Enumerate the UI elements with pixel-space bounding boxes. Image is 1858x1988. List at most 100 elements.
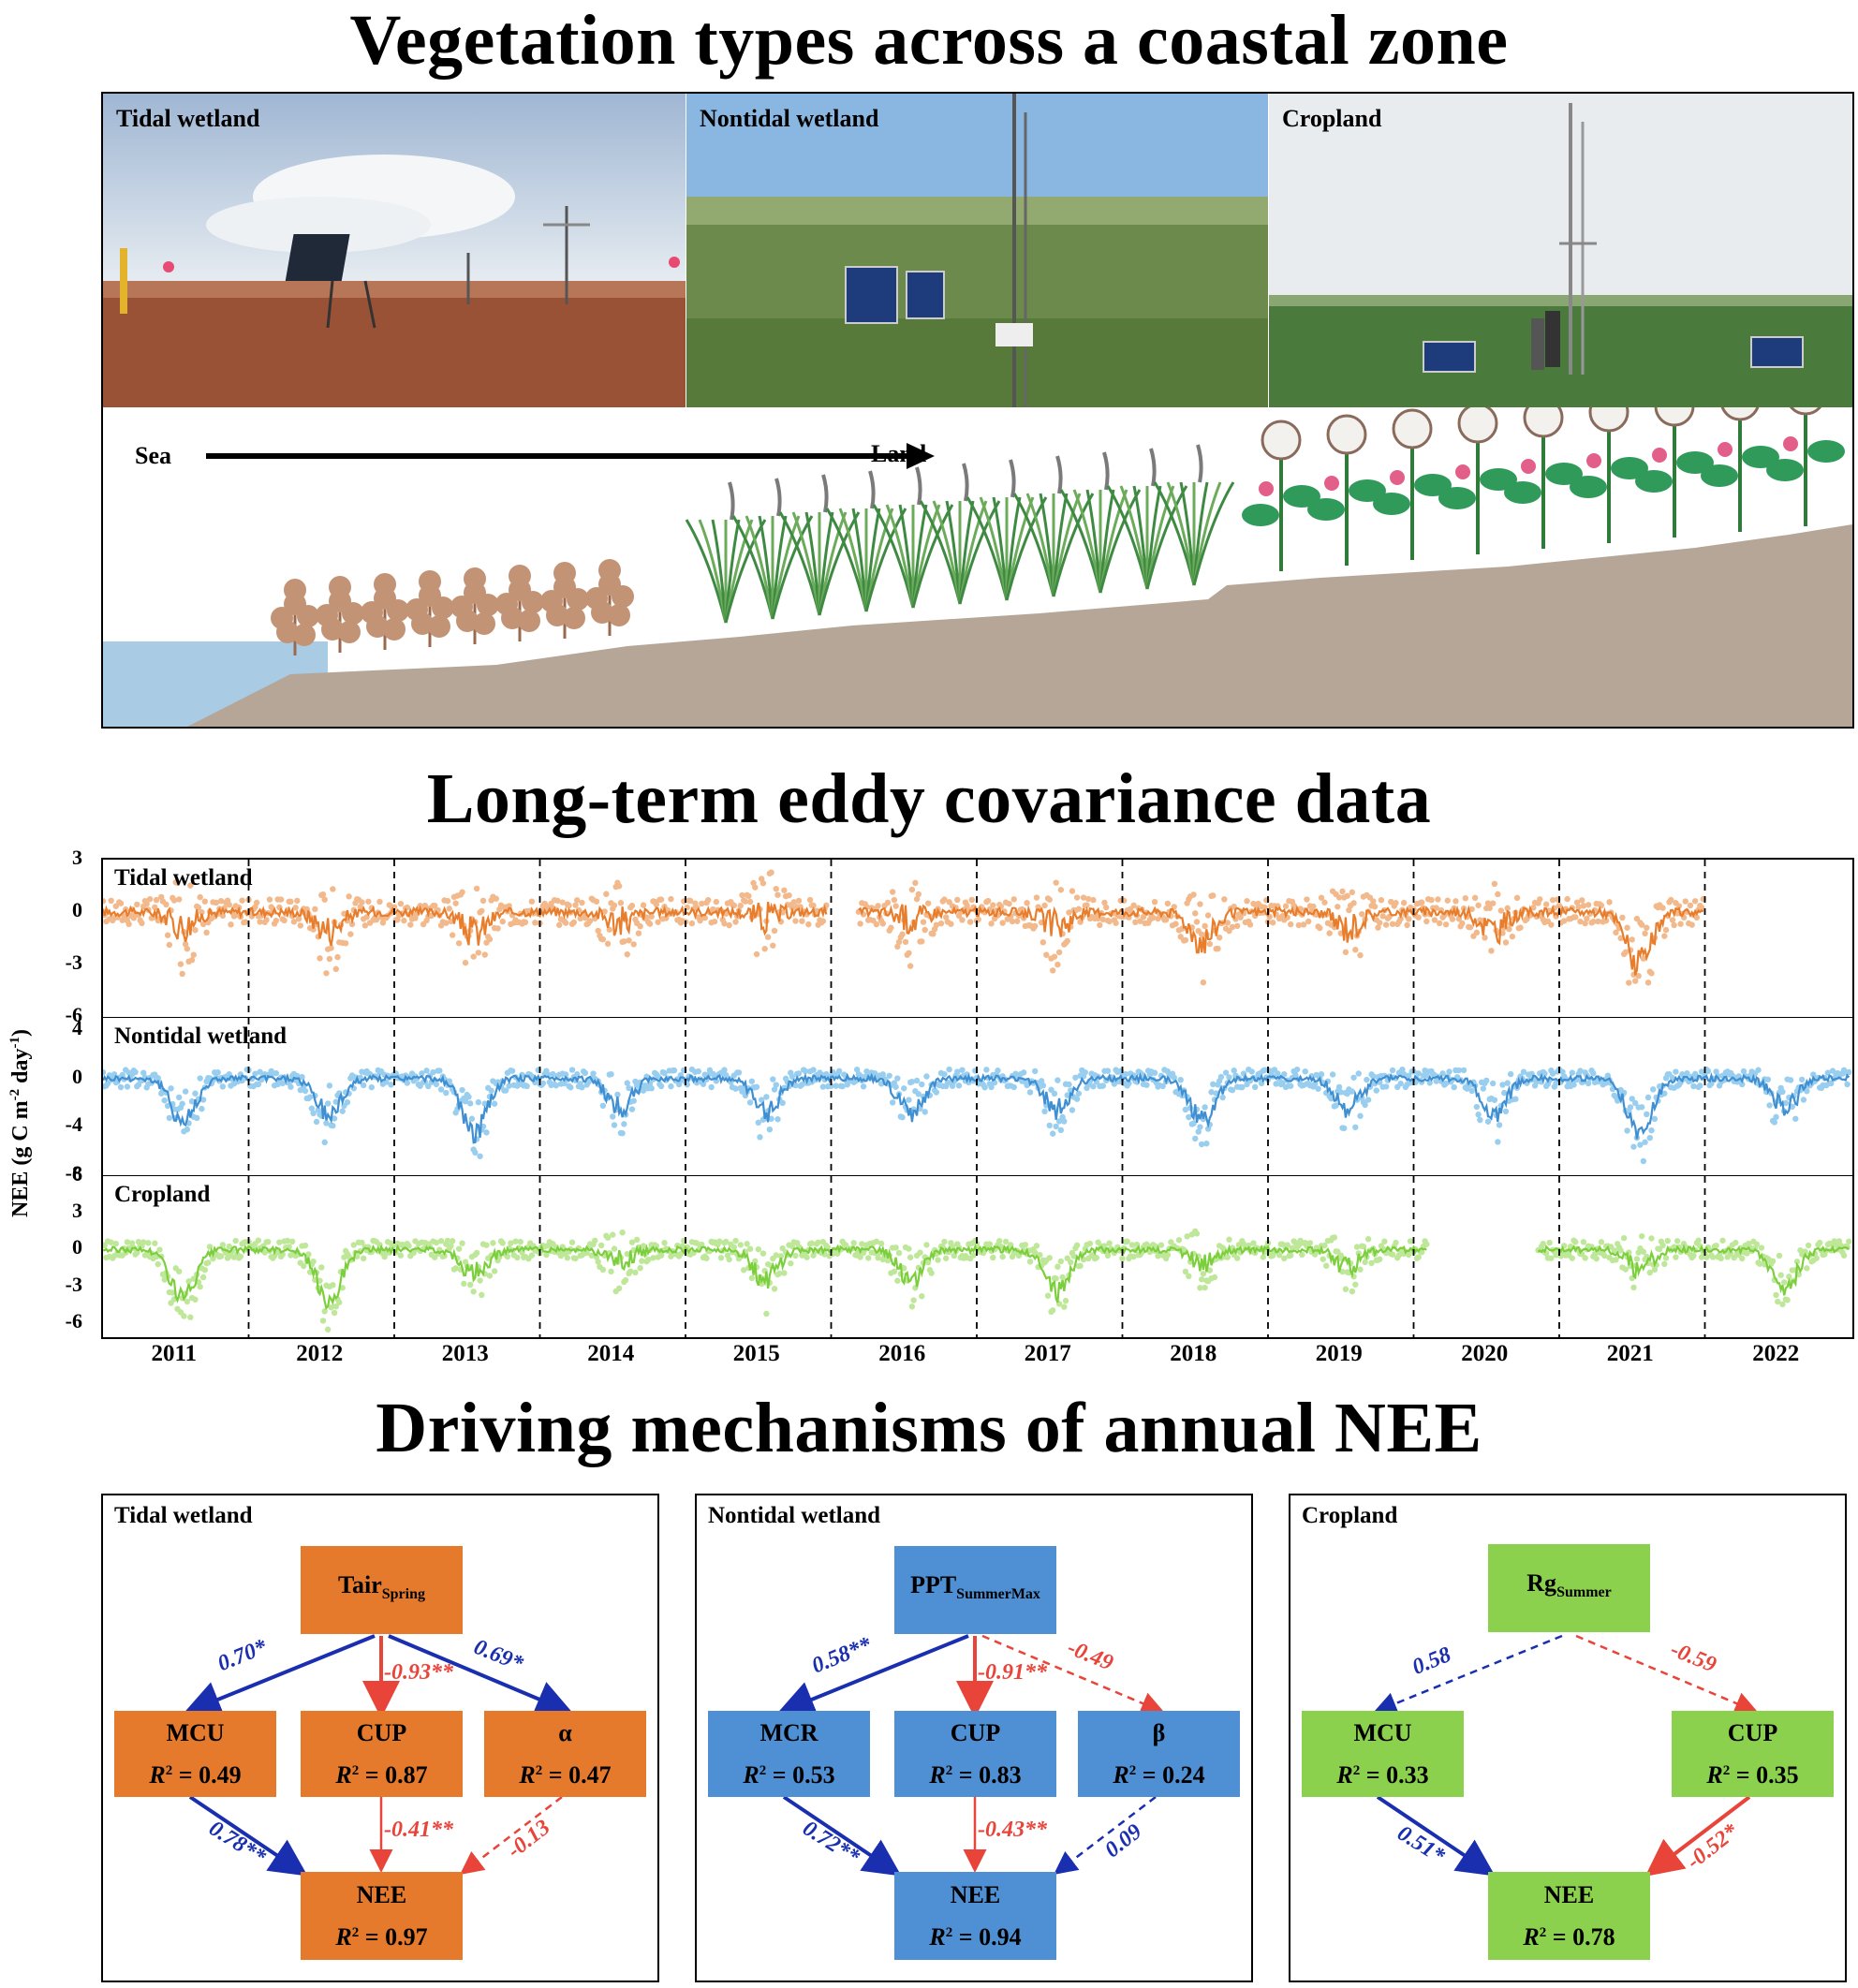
flux-dot: [815, 1239, 821, 1245]
flux-dot: [1651, 1266, 1659, 1274]
alpha-box: α R2 = 0.47: [484, 1711, 646, 1797]
flux-dot: [1629, 1096, 1635, 1102]
land-label: Land: [871, 440, 927, 467]
flux-dot: [217, 1253, 225, 1259]
flux-dot: [1054, 961, 1061, 968]
flux-dot: [955, 1082, 963, 1089]
flux-dot: [140, 1069, 147, 1076]
flux-dot: [572, 902, 579, 908]
flux-dot: [1495, 1139, 1501, 1145]
flux-dot: [1204, 912, 1212, 919]
reed-icon: [1153, 444, 1235, 586]
sem-panel-label: Nontidal wetland: [708, 1503, 881, 1528]
vegetation-section-title: Vegetation types across a coastal zone: [349, 1, 1509, 80]
flux-dot: [1300, 921, 1307, 928]
flux-dot: [543, 1251, 550, 1259]
flux-dot: [1069, 1107, 1076, 1113]
flux-dot: [1128, 1242, 1136, 1248]
flux-dot: [1264, 1240, 1272, 1246]
flux-dot: [954, 1068, 961, 1075]
flux-dot: [946, 899, 952, 906]
flux-dot: [1198, 931, 1205, 938]
flux-dot: [1244, 898, 1250, 905]
flux-dot: [1690, 1082, 1697, 1090]
flux-dot: [199, 1105, 205, 1112]
flux-dot: [1802, 1248, 1808, 1255]
flux-dot: [611, 1122, 618, 1128]
eddy-section-title: Long-term eddy covariance data: [426, 759, 1432, 838]
flux-dot: [273, 1069, 280, 1077]
flux-dot: [1273, 1081, 1279, 1087]
flux-dot: [1406, 1251, 1412, 1259]
flux-dot: [1671, 921, 1677, 929]
flux-dot: [611, 902, 618, 908]
flux-dot: [1050, 1130, 1056, 1137]
flux-dot: [1397, 1080, 1404, 1087]
flux-dot: [306, 1094, 314, 1100]
flux-dot: [1428, 896, 1435, 904]
flux-dot: [582, 1069, 589, 1077]
flux-dot: [1648, 1235, 1655, 1242]
flux-dot: [1362, 1259, 1368, 1266]
flux-dot: [699, 900, 705, 907]
flux-dot: [763, 1310, 770, 1318]
flux-dot: [757, 1134, 763, 1141]
suaeda-shrub-icon: [540, 562, 589, 639]
flux-dot: [1451, 1083, 1457, 1091]
nee-box: NEE R2 = 0.97: [301, 1872, 463, 1960]
flux-dot: [628, 1239, 636, 1245]
flux-dot: [792, 1082, 799, 1089]
flux-dot: [263, 917, 270, 923]
flux-dot: [1462, 894, 1468, 902]
flux-dot: [523, 1082, 530, 1090]
flux-dot: [290, 919, 298, 925]
flux-dot: [1310, 903, 1317, 910]
flux-dot: [1659, 905, 1666, 911]
flux-dot: [1784, 1297, 1791, 1303]
flux-dot: [404, 1080, 411, 1086]
flux-dot: [1321, 899, 1328, 906]
flux-dot: [443, 1089, 450, 1097]
flux-dot: [684, 904, 690, 911]
flux-dot: [334, 953, 341, 961]
flux-dot: [857, 1254, 863, 1260]
flux-dot: [941, 1070, 948, 1078]
flux-dot: [1124, 1238, 1130, 1244]
flux-dot: [853, 1067, 861, 1073]
flux-dot: [1491, 880, 1498, 888]
flux-dot: [1202, 1284, 1208, 1291]
flux-dot: [324, 1326, 332, 1333]
flux-dot: [499, 918, 506, 925]
flux-dot: [1495, 891, 1501, 898]
flux-dot: [1184, 1233, 1190, 1240]
flux-dot: [1233, 922, 1241, 930]
flux-dot: [1211, 1274, 1218, 1281]
flux-dot: [933, 921, 940, 929]
flux-dot: [1339, 1268, 1346, 1275]
flux-dot: [1630, 1143, 1637, 1150]
flux-dot: [1151, 898, 1158, 906]
flux-dot: [886, 1072, 892, 1079]
flux-dot: [873, 920, 880, 928]
flux-dot: [1648, 970, 1655, 977]
flux-dot: [265, 1238, 272, 1245]
flux-dot: [152, 904, 158, 911]
cup-box: CUP R2 = 0.83: [894, 1711, 1056, 1797]
flux-dot: [1019, 906, 1025, 913]
flux-dot: [318, 1264, 325, 1271]
flux-dot: [653, 1243, 660, 1249]
flux-dot: [1066, 909, 1072, 916]
flux-dot: [1239, 1083, 1246, 1091]
flux-dot: [1757, 1260, 1763, 1267]
flux-dot: [1335, 1083, 1343, 1091]
flux-dot: [981, 1084, 988, 1091]
flux-dot: [1226, 1074, 1232, 1081]
flux-dot: [975, 916, 981, 923]
flux-dot: [1246, 1242, 1252, 1249]
flux-dot: [1064, 1255, 1070, 1261]
flux-dot: [937, 920, 945, 927]
flux-dot: [919, 938, 925, 945]
cup-box: CUP R2 = 0.35: [1672, 1711, 1834, 1797]
flux-dot: [1162, 916, 1170, 923]
flux-dot: [1122, 1070, 1129, 1078]
